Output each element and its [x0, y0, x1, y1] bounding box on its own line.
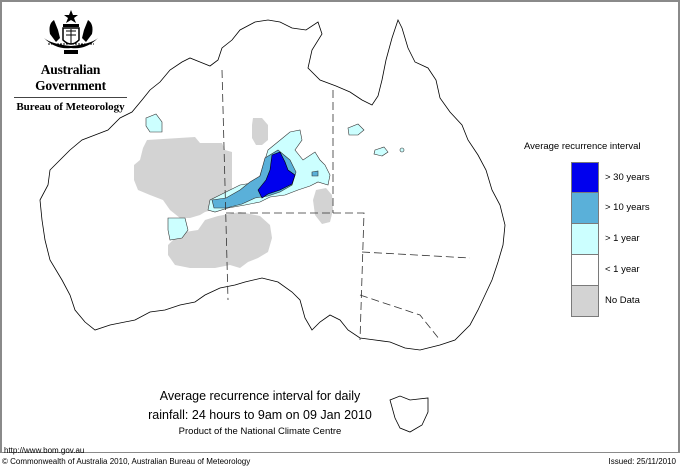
- coastline-tasmania: [389, 395, 429, 433]
- issued-date: Issued: 25/11/2010: [608, 457, 676, 466]
- legend-label: > 30 years: [605, 172, 650, 183]
- legend-swatch-lt1: < 1 year: [571, 255, 640, 286]
- legend-items: > 30 years > 10 years > 1 year < 1 year …: [571, 162, 650, 317]
- copyright-text: © Commonwealth of Australia 2010, Austra…: [2, 457, 251, 466]
- australia-map: [39, 18, 506, 433]
- map-caption: Average recurrence interval for daily ra…: [0, 387, 520, 438]
- legend-swatch-gt30: > 30 years: [571, 162, 650, 193]
- caption-title-line2: rainfall: 24 hours to 9am on 09 Jan 2010: [148, 408, 372, 422]
- government-name: Australian Government: [35, 62, 106, 93]
- legend: Average recurrence interval > 30 years >…: [524, 141, 674, 317]
- gt30-year-region: [257, 151, 296, 199]
- caption-product: Product of the National Climate Centre: [178, 426, 342, 437]
- bom-logo: Australian Government Bureau of Meteorol…: [8, 8, 133, 113]
- coastline-mainland: [39, 18, 506, 351]
- coat-of-arms-icon: [43, 10, 98, 54]
- no-data-regions: [134, 118, 333, 268]
- legend-swatch-gt10: > 10 years: [571, 193, 650, 224]
- state-borders: [221, 69, 471, 341]
- legend-label: > 1 year: [605, 233, 640, 244]
- legend-label: < 1 year: [605, 264, 640, 275]
- legend-label: No Data: [605, 295, 640, 306]
- legend-swatch-gt1: > 1 year: [571, 224, 640, 255]
- legend-swatch-nodata: No Data: [571, 286, 640, 317]
- bom-url-link[interactable]: http://www.bom.gov.au: [4, 446, 85, 455]
- caption-title-line1: Average recurrence interval for daily: [159, 389, 361, 403]
- bureau-name: Bureau of Meteorology: [16, 101, 125, 113]
- map-frame: [0, 0, 680, 453]
- logo-divider: [14, 97, 127, 98]
- legend-title: Average recurrence interval: [524, 141, 641, 152]
- legend-label: > 10 years: [605, 202, 650, 213]
